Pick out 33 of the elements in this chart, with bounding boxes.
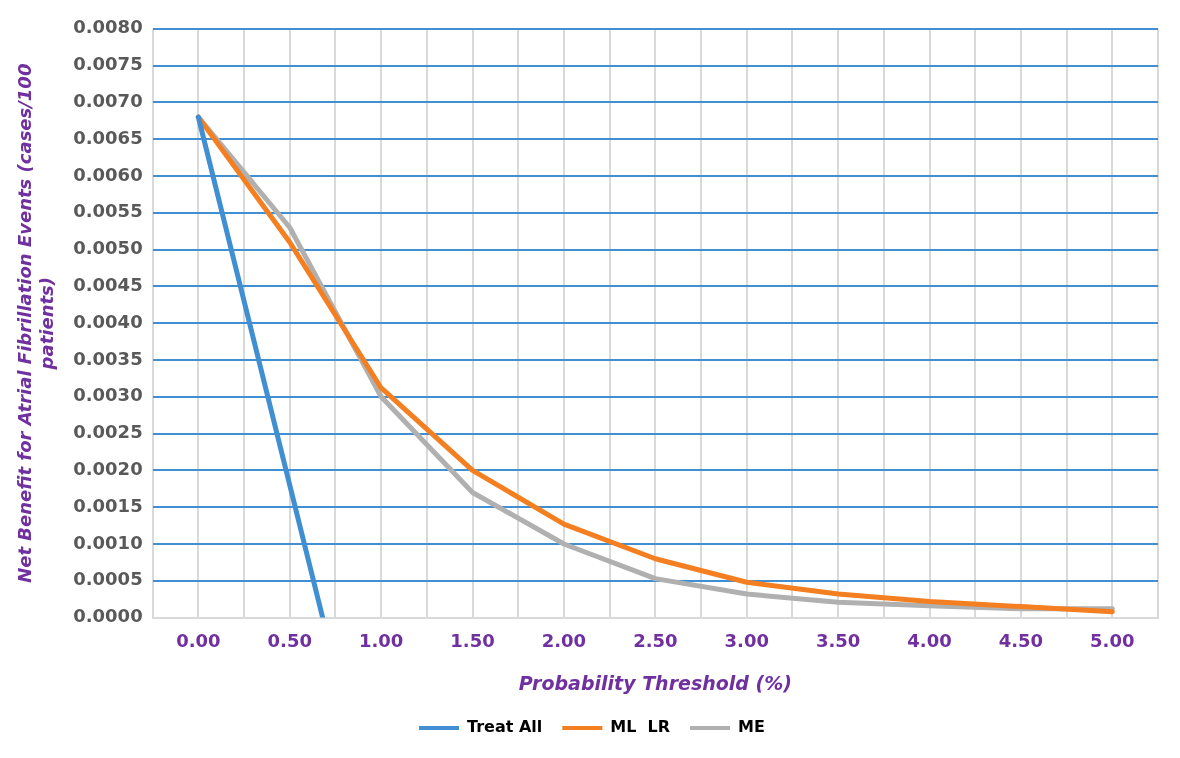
y-tick-label: 0.0075 (73, 53, 143, 75)
y-tick-label: 0.0010 (73, 531, 143, 553)
y-tick-label: 0.0065 (73, 126, 143, 148)
y-tick-label: 0.0005 (73, 568, 143, 590)
x-tick-label: 5.00 (1090, 630, 1135, 652)
y-tick-label: 0.0060 (73, 163, 143, 185)
y-tick-label: 0.0040 (73, 310, 143, 332)
legend-label: Treat All (467, 717, 543, 737)
x-tick-label: 4.50 (998, 630, 1044, 652)
y-tick-label: 0.0070 (73, 90, 143, 112)
x-tick-label: 3.50 (815, 630, 861, 652)
y-tick-label: 0.0050 (73, 237, 143, 259)
y-tick-label: 0.0055 (73, 200, 143, 222)
y-tick-label: 0.0015 (73, 494, 143, 516)
y-tick-label: 0.0030 (73, 384, 143, 406)
y-tick-label: 0.0025 (73, 421, 143, 443)
y-tick-label: 0.0020 (73, 458, 143, 480)
y-tick-label: 0.0035 (73, 347, 143, 369)
y-axis-title: Net Benefit for Atrial Fibrillation Events (cases/100 patients) (14, 63, 58, 583)
y-tick-label: 0.0080 (73, 16, 143, 38)
x-tick-label: 4.00 (907, 630, 952, 652)
x-tick-label: 0.50 (267, 630, 312, 652)
x-axis-title: Probability Threshold (%) (518, 671, 792, 694)
x-tick-label: 1.00 (358, 630, 404, 652)
x-tick-label: 0.00 (176, 630, 221, 652)
x-tick-label: 2.00 (541, 630, 587, 652)
y-tick-label: 0.0045 (73, 274, 143, 296)
legend-label: ME (738, 717, 765, 737)
x-tick-label: 2.50 (633, 630, 678, 652)
x-tick-label: 3.00 (724, 630, 769, 652)
legend-label: ML LR (610, 717, 671, 737)
x-tick-label: 1.50 (450, 630, 495, 652)
y-tick-label: 0.0000 (73, 605, 143, 627)
